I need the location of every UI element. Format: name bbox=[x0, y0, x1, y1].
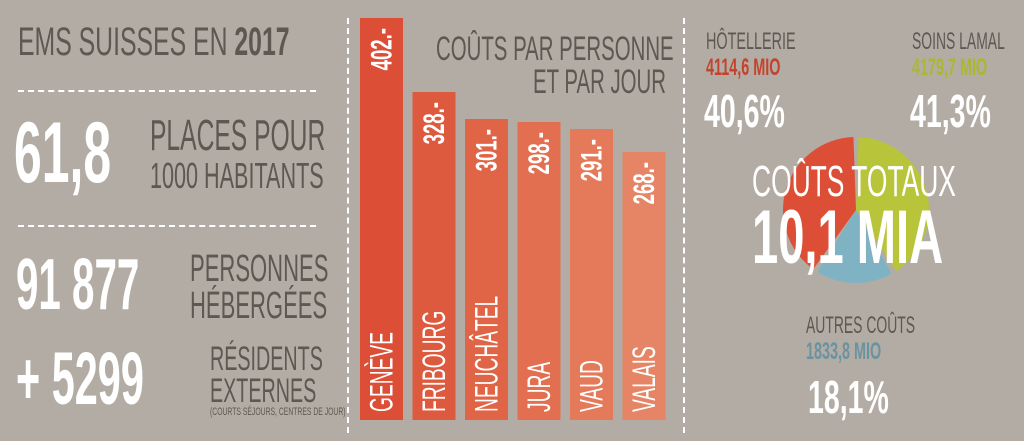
title-year: 2017 bbox=[234, 20, 290, 64]
bar-category-label: NEUCHÂTEL bbox=[468, 296, 504, 412]
pie-slice-soins-lamal bbox=[856, 137, 930, 271]
bar-category-label: GENÈVE bbox=[363, 332, 399, 412]
places-label-line2: 1000 HABITANTS bbox=[150, 155, 324, 196]
bar-chart-title-line2: ET PAR JOUR bbox=[533, 63, 667, 101]
bar-genève bbox=[360, 18, 403, 420]
hotellerie-amount: 4114,6 MIO bbox=[706, 54, 781, 81]
autres-name: AUTRES COÛTS bbox=[806, 312, 916, 339]
bar-value-label: 301.- bbox=[470, 129, 504, 171]
bar-value-label: 298.- bbox=[523, 132, 557, 174]
external-label-line1: RÉSIDENTS bbox=[210, 340, 323, 378]
bar-fribourg bbox=[412, 92, 456, 420]
soins-percent: 41,3% bbox=[910, 85, 991, 137]
divider-2 bbox=[18, 225, 316, 227]
soins-amount: 4179,7 MIO bbox=[912, 54, 988, 81]
bar-chart: 402.- GENÈVE 328.- FRIBOURG 301.- NEUCHÂTEL 29… bbox=[360, 18, 666, 420]
bar-chart-title-line1: COÛTS PAR PERSONNE bbox=[436, 30, 674, 68]
hotellerie-name: HÔTELLERIE bbox=[706, 28, 796, 55]
bar-value-label: 268.- bbox=[628, 162, 662, 204]
places-label-line1: PLACES POUR bbox=[150, 111, 326, 160]
autres-percent: 18,1% bbox=[808, 371, 889, 423]
pie-chart bbox=[783, 137, 930, 284]
external-label-line2: EXTERNES bbox=[210, 372, 317, 410]
bar-neuchâtel bbox=[465, 119, 508, 420]
page-title: EMS SUISSES EN 2017 bbox=[18, 20, 290, 65]
pie-slice-h-tellerie bbox=[783, 137, 856, 270]
persons-label-line1: PERSONNES bbox=[190, 248, 329, 290]
persons-number: 91 877 bbox=[16, 245, 140, 325]
bar-valais bbox=[622, 152, 666, 420]
persons-label-line2: HÉBERGÉES bbox=[190, 285, 328, 327]
divider-vertical-right bbox=[683, 18, 685, 433]
bar-value-label: 402.- bbox=[365, 28, 399, 70]
title-prefix: EMS SUISSES EN bbox=[18, 20, 228, 64]
hotellerie-percent: 40,6% bbox=[704, 85, 785, 137]
bar-jura bbox=[517, 122, 561, 420]
divider-1 bbox=[18, 90, 316, 92]
bar-category-label: FRIBOURG bbox=[416, 311, 452, 412]
total-costs-label: COÛTS TOTAUX bbox=[752, 157, 956, 206]
external-note: (COURTS SÉJOURS, CENTRES DE JOUR) bbox=[210, 406, 346, 418]
bar-value-label: 328.- bbox=[418, 102, 452, 144]
pie-slice-autres-co-ts bbox=[817, 210, 892, 284]
bar-value-label: 291.- bbox=[575, 139, 609, 181]
autres-amount: 1833,8 MIO bbox=[806, 338, 882, 365]
divider-vertical-left bbox=[347, 18, 349, 433]
bar-category-label: JURA bbox=[521, 362, 557, 412]
places-number: 61,8 bbox=[14, 105, 112, 201]
external-number: + 5299 bbox=[16, 337, 144, 420]
bar-vaud bbox=[570, 129, 613, 420]
total-costs-value: 10,1 MIA bbox=[752, 195, 944, 280]
bar-category-label: VALAIS bbox=[626, 346, 662, 412]
soins-name: SOINS LAMAL bbox=[912, 28, 1005, 55]
bar-category-label: VAUD bbox=[573, 360, 609, 412]
